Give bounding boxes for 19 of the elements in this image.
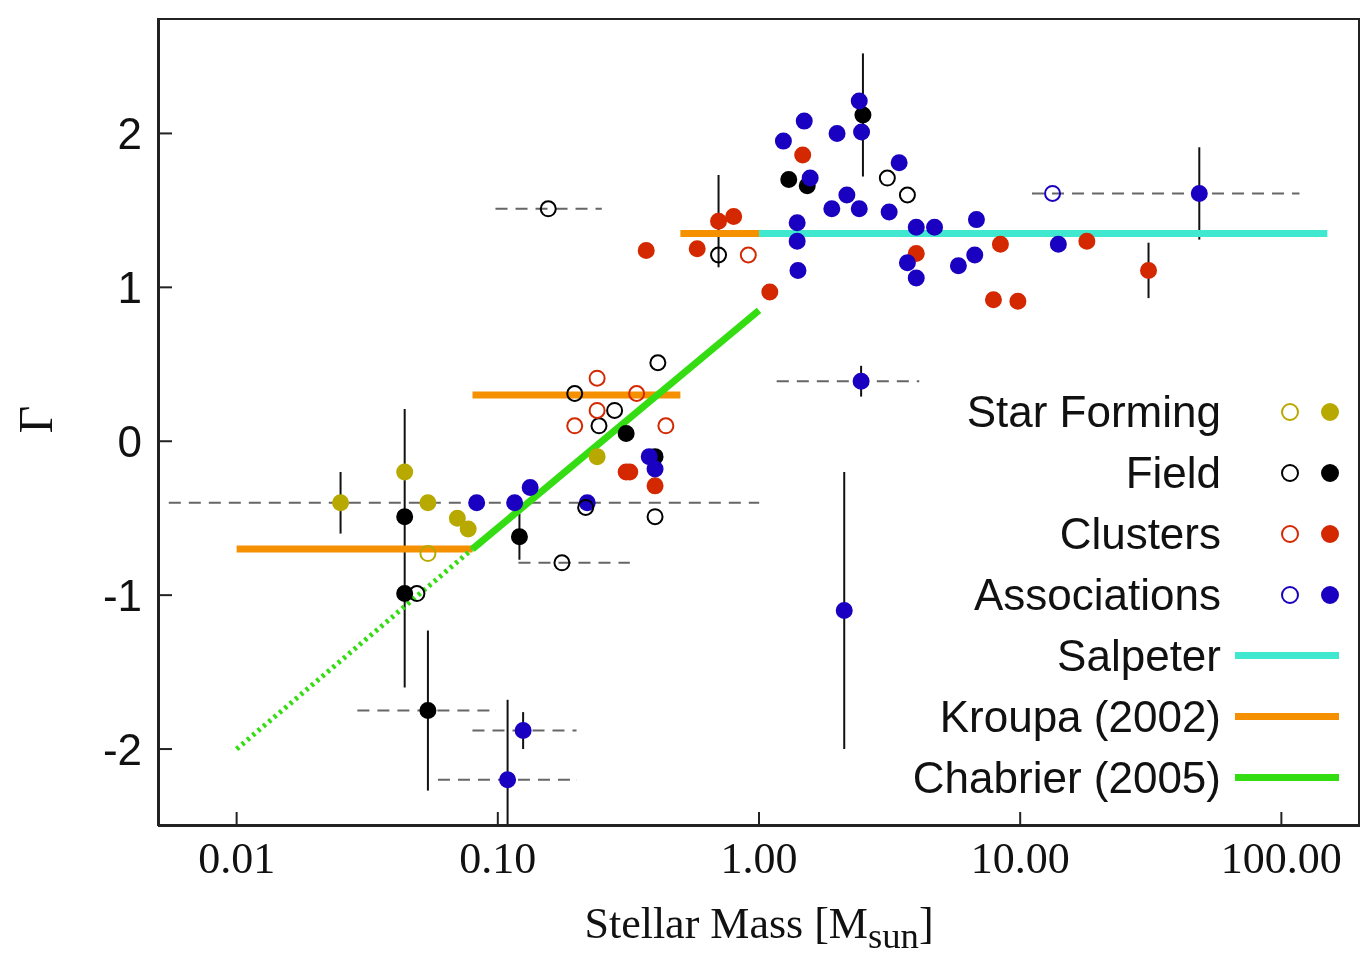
x-tick-label: 100.00	[1220, 834, 1342, 884]
x-axis-title: Stellar Mass [M$_{sun}$]	[583, 898, 935, 957]
legend-label: Field	[1125, 447, 1221, 498]
legend-label: Salpeter	[1057, 630, 1221, 681]
x-tick-label: 1.00	[720, 834, 798, 884]
legend-label: Clusters	[1059, 508, 1221, 559]
y-tick-label: -1	[102, 570, 142, 620]
legend-label: Chabrier (2005)	[912, 752, 1221, 803]
y-tick-label: 1	[117, 262, 142, 312]
y-tick-label: -2	[102, 724, 142, 774]
x-tick-label: 0.10	[459, 834, 537, 884]
x-tick-label: 0.01	[198, 834, 276, 884]
y-tick-label: 2	[117, 109, 142, 159]
legend-label: Kroupa (2002)	[939, 691, 1221, 742]
legend-label: Star Forming	[966, 386, 1221, 437]
y-tick-label: 0	[117, 416, 142, 466]
x-tick-label: 10.00	[970, 834, 1070, 884]
y-axis-title: Γ	[8, 405, 64, 434]
legend-label: Associations	[973, 569, 1221, 620]
